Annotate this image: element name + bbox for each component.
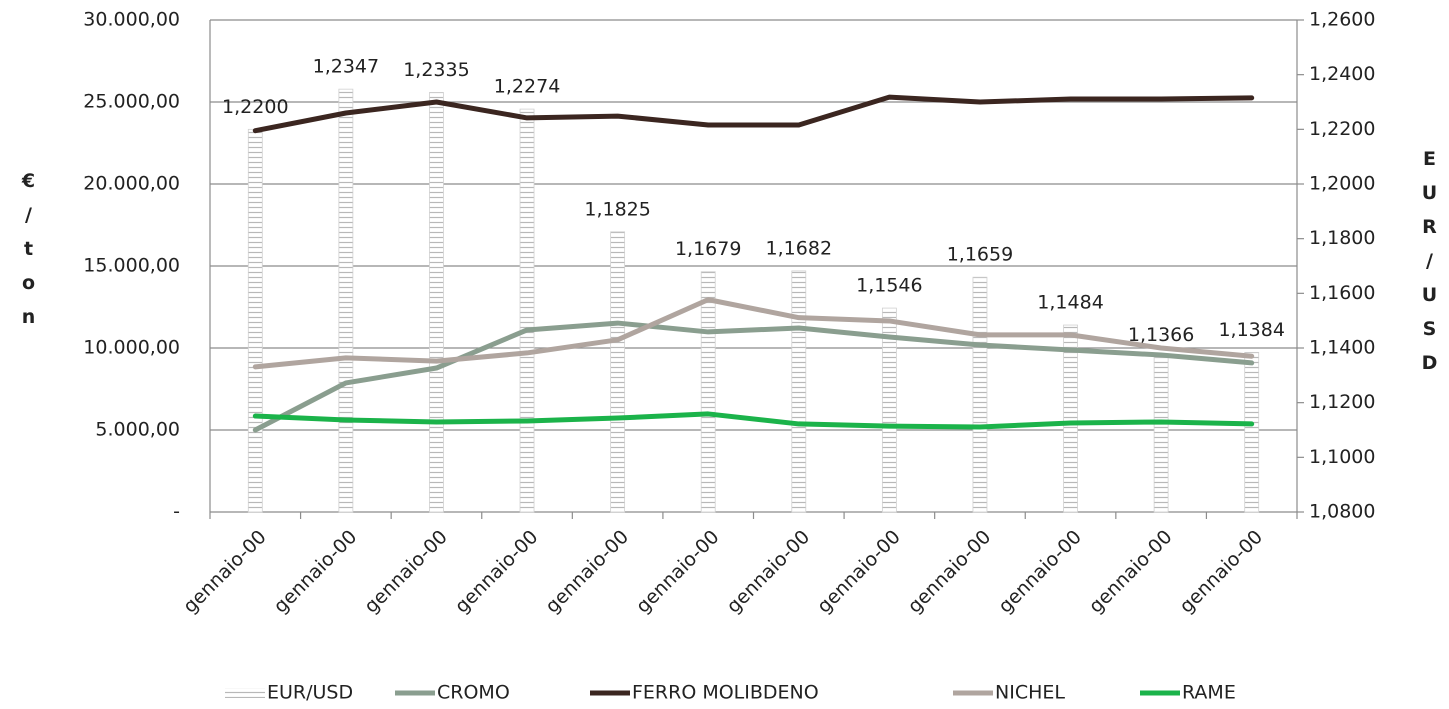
legend-label: FERRO MOLIBDENO xyxy=(632,682,819,704)
y2-tick-label: 1,1000 xyxy=(1309,446,1375,468)
y2-tick-label: 1,1600 xyxy=(1309,282,1375,304)
x-tick-label: gennaio-00 xyxy=(722,526,814,618)
x-tick-label: gennaio-00 xyxy=(813,526,905,618)
data-label: 1,1679 xyxy=(675,238,741,260)
bar xyxy=(700,271,716,513)
bar xyxy=(1063,324,1078,513)
bar xyxy=(972,276,988,513)
x-tick-label: gennaio-00 xyxy=(360,526,452,618)
line-series xyxy=(252,320,1255,433)
x-tick-label: gennaio-00 xyxy=(179,526,271,618)
data-label: 1,1546 xyxy=(856,275,922,297)
bar xyxy=(881,307,897,513)
y2-tick-label: 1,2400 xyxy=(1309,63,1375,85)
data-label: 1,2335 xyxy=(403,59,469,81)
bar xyxy=(338,88,354,513)
y2-tick-label: 1,1400 xyxy=(1309,337,1375,359)
x-tick-label: gennaio-00 xyxy=(541,526,633,618)
y-tick-label: 25.000,00 xyxy=(83,91,180,113)
x-tick-label: gennaio-00 xyxy=(1085,526,1177,618)
legend-label: RAME xyxy=(1182,682,1236,704)
line-series xyxy=(252,94,1255,134)
y2-tick-label: 1,2200 xyxy=(1309,118,1375,140)
y-axis-title: €/ton xyxy=(18,170,40,340)
data-label: 1,2347 xyxy=(313,56,379,78)
bar xyxy=(1153,356,1169,513)
bar xyxy=(519,108,535,513)
x-tick-label: gennaio-00 xyxy=(270,526,362,618)
y-tick-label: 10.000,00 xyxy=(83,337,180,359)
y-tick-label: 15.000,00 xyxy=(83,255,180,277)
y-tick-label: 5.000,00 xyxy=(95,419,180,441)
y2-tick-label: 1,0800 xyxy=(1309,501,1375,523)
y2-tick-label: 1,1200 xyxy=(1309,391,1375,413)
y-tick-label: 30.000,00 xyxy=(83,9,180,31)
data-label: 1,1384 xyxy=(1218,319,1284,341)
x-tick-label: gennaio-00 xyxy=(904,526,996,618)
data-label: 1,1825 xyxy=(584,198,650,220)
legend-label: CROMO xyxy=(437,682,510,704)
x-tick-label: gennaio-00 xyxy=(1175,526,1267,618)
y2-tick-label: 1,2600 xyxy=(1309,9,1375,31)
legend-label: EUR/USD xyxy=(267,682,353,704)
bar xyxy=(1244,351,1260,513)
x-tick-label: gennaio-00 xyxy=(632,526,724,618)
x-tick-label: gennaio-00 xyxy=(994,526,1086,618)
line-series xyxy=(252,411,1255,430)
x-tick-label: gennaio-00 xyxy=(451,526,543,618)
y2-tick-label: 1,2000 xyxy=(1309,173,1375,195)
legend-swatch xyxy=(225,688,265,698)
line-series xyxy=(252,297,1255,370)
data-label: 1,2200 xyxy=(222,96,288,118)
y-tick-label: 20.000,00 xyxy=(83,173,180,195)
bar xyxy=(429,92,444,513)
y2-tick-label: 1,1800 xyxy=(1309,227,1375,249)
data-label: 1,2274 xyxy=(494,76,560,98)
y2-axis-title: EUR/USD xyxy=(1419,148,1441,386)
bar xyxy=(247,128,263,513)
data-label: 1,1659 xyxy=(947,244,1013,266)
legend-label: NICHEL xyxy=(995,682,1065,704)
data-label: 1,1366 xyxy=(1128,324,1194,346)
bar xyxy=(610,231,626,513)
bar xyxy=(791,270,807,513)
y-tick-label: - xyxy=(173,501,180,523)
data-label: 1,1682 xyxy=(766,237,832,259)
data-label: 1,1484 xyxy=(1037,292,1103,314)
